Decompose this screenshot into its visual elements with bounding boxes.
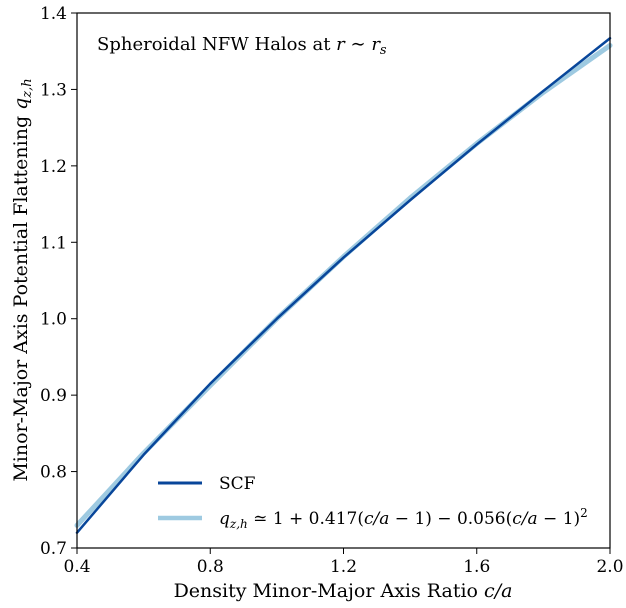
legend: SCF qz,h ≃ 1 + 0.417(c/a − 1) − 0.056(c/… [158, 474, 588, 531]
y-tick-label: 0.8 [40, 463, 67, 483]
x-tick-label: 1.6 [463, 557, 490, 577]
plot-frame [76, 12, 611, 549]
y-tick-label: 1.0 [40, 310, 67, 330]
legend-label-scf: SCF [219, 474, 256, 494]
x-axis-label: Density Minor-Major Axis Ratio c/a [174, 580, 513, 602]
plot-lines [74, 36, 613, 534]
series-line-scf [75, 36, 612, 534]
chart-annotation: Spheroidal NFW Halos at r ∼ rs [97, 34, 387, 58]
y-tick-label: 1.1 [40, 233, 67, 253]
y-tick-label: 1.3 [40, 80, 67, 100]
y-tick-label: 0.7 [40, 539, 67, 559]
series-line-fit [74, 42, 613, 528]
x-tick-label: 0.8 [197, 557, 224, 577]
y-tick-label: 1.4 [40, 4, 67, 24]
legend-label-fit: qz,h ≃ 1 + 0.417(c/a − 1) − 0.056(c/a − … [219, 506, 588, 531]
y-axis-ticks: 0.7 0.8 0.9 1.0 1.1 1.2 1.3 1.4 [40, 4, 77, 559]
x-tick-label: 0.4 [63, 557, 90, 577]
x-axis-ticks: 0.4 0.8 1.2 1.6 2.0 [63, 548, 624, 577]
y-tick-label: 1.2 [40, 157, 67, 177]
y-axis-label: Minor-Major Axis Potential Flattening qz… [10, 78, 35, 481]
x-tick-label: 2.0 [596, 557, 623, 577]
x-tick-label: 1.2 [330, 557, 357, 577]
y-tick-label: 0.9 [40, 386, 67, 406]
